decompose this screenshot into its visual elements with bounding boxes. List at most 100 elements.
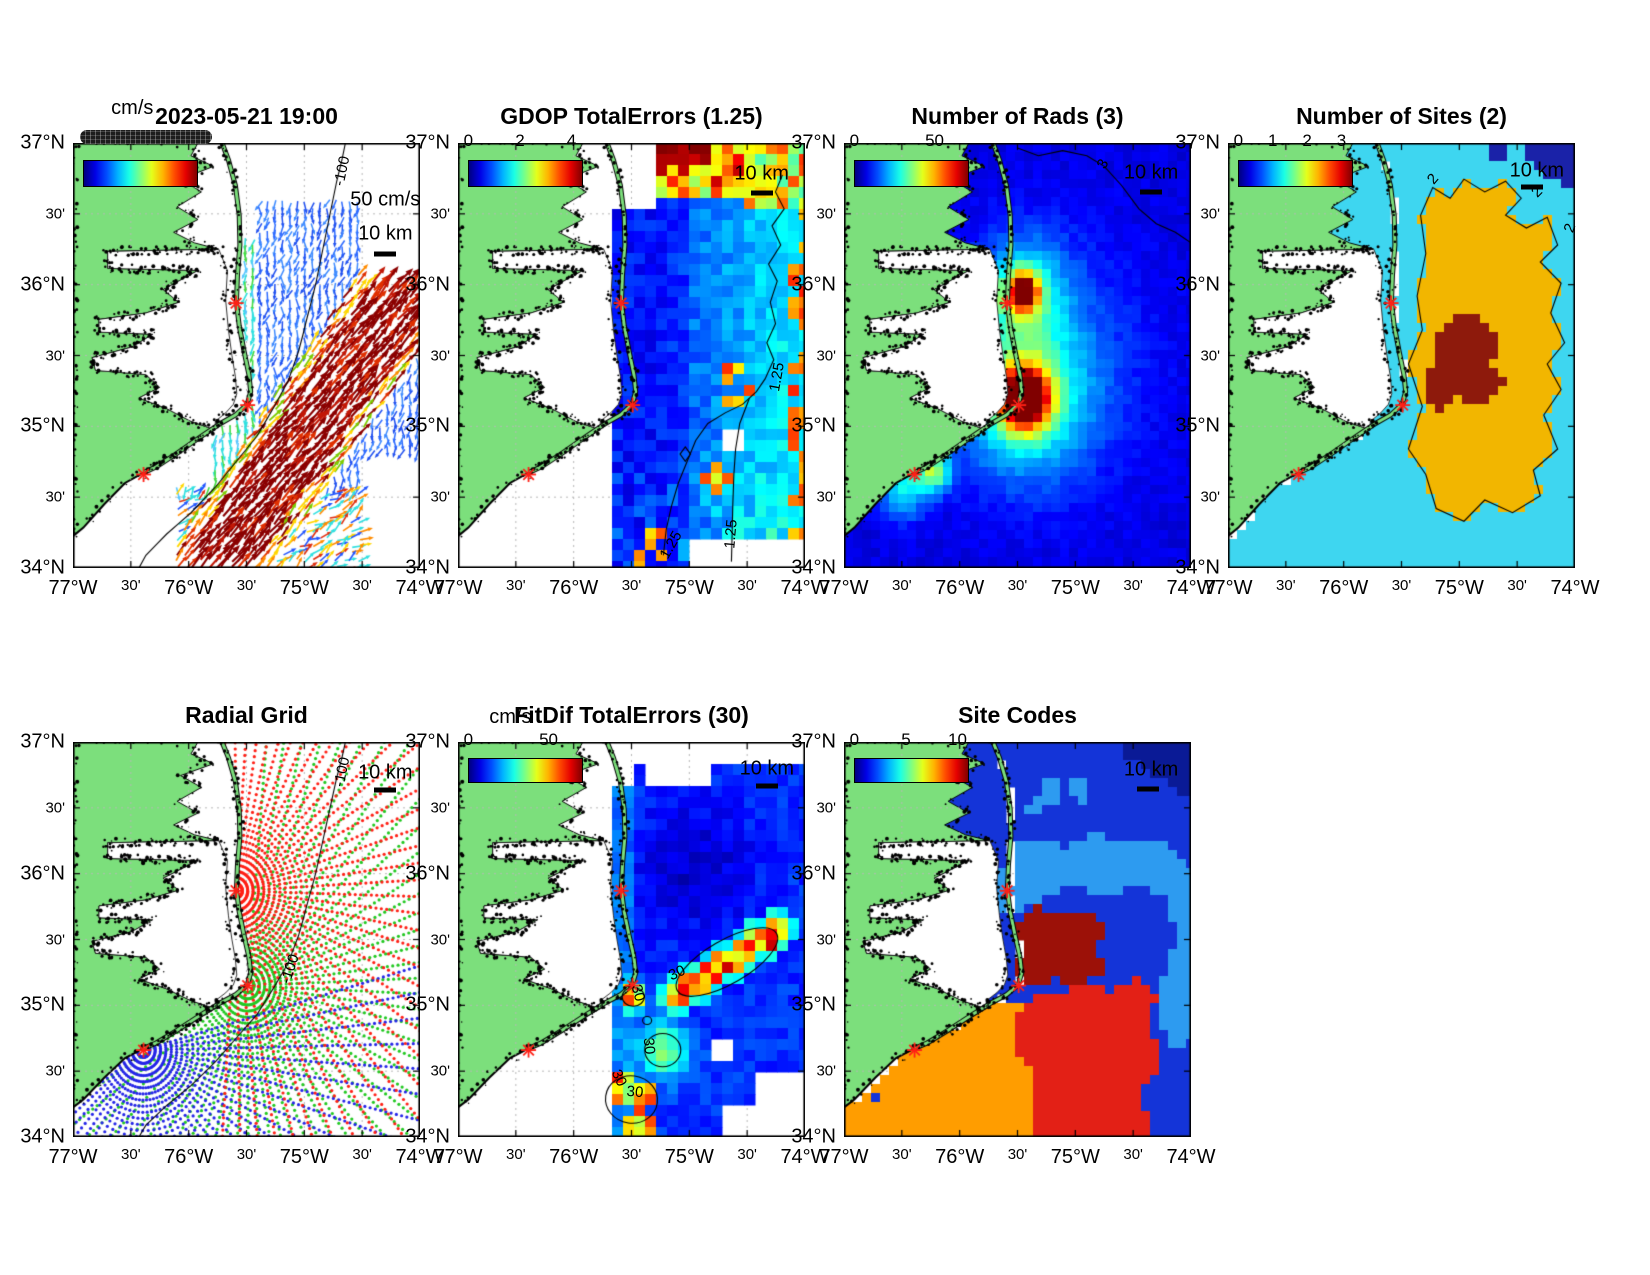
scale-bar [374, 251, 397, 257]
panel-number-of-sites: Number of Sites (2) 0 1 2 3 10 km 2 2 2 77°W 30' 76… [1175, 103, 1599, 599]
y-tick-label: 34°N [405, 556, 450, 579]
x-tick-label: 77°W [1203, 577, 1253, 599]
x-tick-label: 30' [1276, 577, 1296, 594]
y-tick-label: 30' [430, 205, 450, 223]
x-tick-label: 30' [1391, 577, 1412, 594]
x-tick-label: 30' [236, 577, 257, 594]
y-tick-label: 34°N [1175, 556, 1220, 579]
y-tick-label: 35°N [20, 993, 65, 1016]
scale-bar [1136, 786, 1159, 792]
y-tick-label: 34°N [20, 1125, 65, 1148]
x-tick-label: 77°W [819, 577, 869, 599]
y-tick-label: 36°N [405, 273, 450, 296]
colorbar-tick: 0 [1233, 131, 1244, 150]
x-tick-label: 30' [1123, 1146, 1143, 1163]
x-tick-label: 30' [737, 1146, 757, 1163]
panel-fitdif-total-errors: FitDif TotalErrors (30) 0 50 cm/s 10 km 30 30 3… [405, 702, 829, 1168]
y-tick-label: 30' [45, 205, 65, 223]
map-canvas-number-of-rads [844, 143, 1191, 568]
x-tick-label: 76°W [935, 1146, 985, 1168]
colorbar-tick: 50 [925, 131, 945, 150]
panel-radial-grid: Radial Grid 10 km -100 -100 77°W 30' 76°W 30' 75… [20, 702, 444, 1168]
y-tick-label: 30' [45, 799, 65, 817]
panel-title-gdop-total-errors: GDOP TotalErrors (1.25) [500, 103, 763, 129]
y-tick-label: 36°N [20, 862, 65, 885]
x-tick-label: 76°W [1319, 577, 1369, 599]
colorbar-site-codes [854, 757, 969, 784]
x-tick-label: 75°W [1050, 1146, 1100, 1168]
y-tick-label: 34°N [20, 556, 65, 579]
y-tick-label: 30' [430, 488, 450, 506]
y-tick-label: 30' [430, 1062, 450, 1080]
y-tick-label: 30' [1200, 205, 1220, 223]
y-tick-label: 30' [816, 205, 836, 223]
colorbar-number-of-sites [1238, 160, 1353, 188]
x-tick-label: 75°W [279, 1146, 329, 1168]
panel-title-number-of-rads: Number of Rads (3) [911, 103, 1124, 129]
y-tick-label: 34°N [405, 1125, 450, 1148]
y-tick-label: 35°N [20, 414, 65, 437]
x-tick-label: 74°W [1550, 577, 1600, 599]
scale-bar [1520, 184, 1543, 190]
colorbar-fitdif-total-errors [468, 757, 583, 784]
colorbar-tick: 2 [1302, 131, 1312, 150]
annotation-scale-text: 10 km [739, 757, 795, 780]
x-tick-label: 74°W [1166, 1146, 1216, 1168]
annotation-velocity-key: 50 cm/s [350, 188, 421, 211]
scale-bar [1140, 189, 1163, 195]
x-tick-label: 76°W [935, 577, 985, 599]
y-tick-label: 37°N [405, 730, 450, 753]
y-tick-label: 34°N [791, 556, 836, 579]
x-tick-label: 74°W [395, 577, 445, 599]
y-tick-label: 30' [816, 347, 836, 364]
x-tick-label: 30' [506, 1146, 526, 1163]
panel-site-codes: Site Codes 0 5 10 10 km 77°W 30' 76°W 30' 75°W 30'… [791, 702, 1215, 1168]
colorbar-gdop-total-errors [468, 160, 583, 188]
x-tick-label: 77°W [433, 577, 483, 599]
x-tick-label: 77°W [433, 1146, 483, 1168]
colorbar-tick: 0 [849, 730, 860, 749]
y-tick-label: 30' [816, 1062, 836, 1080]
x-tick-label: 76°W [164, 577, 214, 599]
annotation-scale-text: 10 km [358, 222, 413, 245]
map-canvas-site-codes [844, 742, 1191, 1137]
x-tick-label: 30' [1123, 577, 1143, 594]
colorbar-tick: 3 [1336, 131, 1347, 150]
x-tick-label: 77°W [48, 577, 98, 599]
y-tick-label: 30' [816, 488, 836, 506]
scale-bar [374, 787, 397, 793]
x-tick-label: 74°W [1166, 577, 1216, 599]
scale-bar [750, 190, 773, 196]
y-tick-label: 36°N [791, 862, 836, 885]
y-tick-label: 30' [430, 931, 450, 948]
y-tick-label: 36°N [405, 862, 450, 885]
colorbar-overlapping-site-labels [79, 130, 212, 144]
x-tick-label: 75°W [1050, 577, 1100, 599]
y-tick-label: 37°N [20, 730, 65, 753]
map-canvas-gdop-total-errors [458, 143, 805, 568]
y-tick-label: 36°N [791, 273, 836, 296]
y-tick-label: 37°N [1175, 131, 1220, 154]
y-tick-label: 36°N [20, 273, 65, 296]
annotation-scale-text: 10 km [358, 761, 413, 784]
x-tick-label: 74°W [780, 1146, 830, 1168]
x-tick-label: 30' [121, 1146, 141, 1163]
contour-label: 30 [639, 1037, 659, 1056]
x-tick-label: 76°W [549, 577, 599, 599]
y-tick-label: 35°N [405, 414, 450, 437]
x-tick-label: 77°W [48, 1146, 98, 1168]
panel-title-surface-currents: 2023-05-21 19:00 [155, 103, 338, 129]
y-tick-label: 30' [430, 799, 450, 817]
map-canvas-fitdif-total-errors [458, 742, 805, 1137]
y-tick-label: 30' [1200, 347, 1220, 364]
colorbar-tick: 0 [463, 131, 474, 150]
y-tick-label: 35°N [791, 414, 836, 437]
x-tick-label: 30' [121, 577, 141, 594]
colorbar-tick: 1 [1268, 131, 1278, 150]
x-tick-label: 74°W [780, 577, 830, 599]
y-tick-label: 35°N [405, 993, 450, 1016]
x-tick-label: 75°W [279, 577, 329, 599]
x-tick-label: 30' [737, 577, 757, 594]
panel-title-radial-grid: Radial Grid [185, 702, 308, 728]
colorbar-surface-currents [83, 160, 198, 188]
